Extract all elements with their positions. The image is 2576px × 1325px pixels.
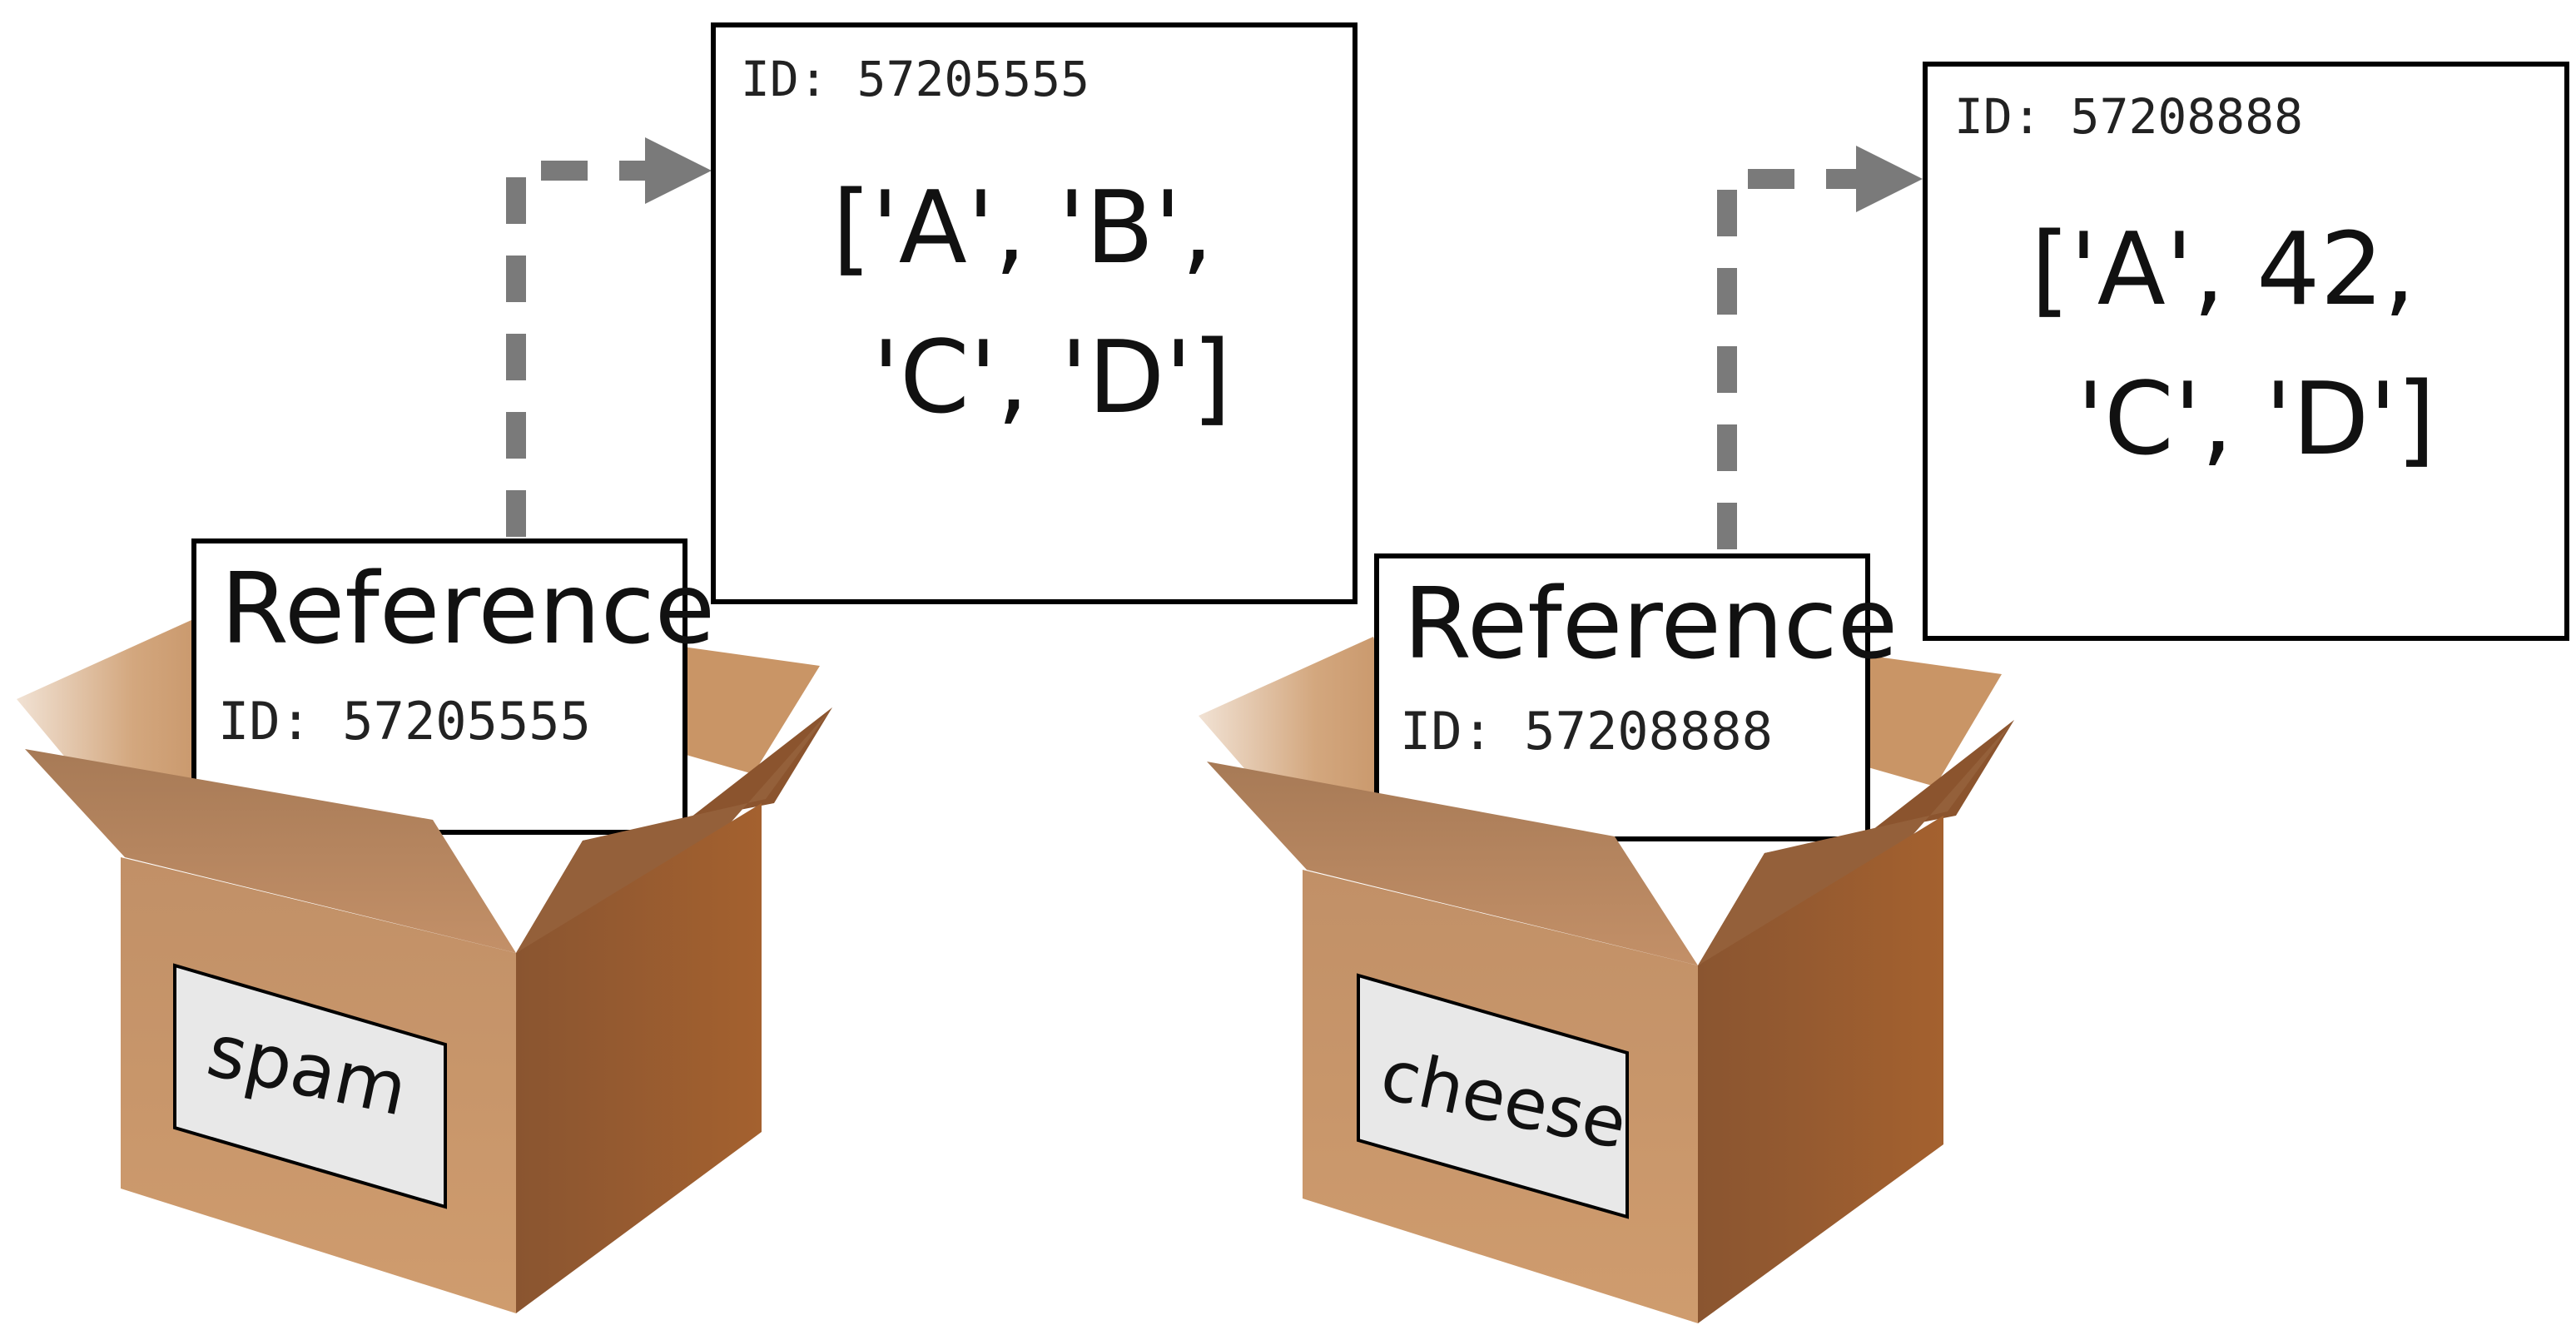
reference-arrow-spam [506,137,712,537]
box-spam: Reference ID: 57205555 spam [17,538,832,1313]
right-group: ID: 57208888 ['A', 42, 'C', 'D'] Referen… [1199,62,2569,1323]
object-value-line2-cheese: 'C', 'D'] [2077,362,2435,478]
object-id-spam: ID: 57205555 [741,51,1089,107]
box-label-card-spam [173,963,447,1209]
reference-arrow-cheese [1717,146,1923,549]
reference-id-cheese: ID: 57208888 [1400,701,1773,762]
object-panel-cheese: ID: 57208888 ['A', 42, 'C', 'D'] [1923,62,2569,641]
reference-id-spam: ID: 57205555 [218,691,591,752]
object-value-line1-spam: ['A', 'B', [832,171,1214,286]
reference-card-cheese: Reference ID: 57208888 [1374,553,1898,841]
reference-card-spam: Reference ID: 57205555 [191,538,715,835]
reference-title-spam: Reference [221,551,715,666]
box-label-card-cheese [1357,973,1629,1219]
object-value-line2-spam: 'C', 'D'] [872,320,1231,436]
object-value-line1-cheese: ['A', 42, [2031,212,2415,328]
object-id-cheese: ID: 57208888 [1954,88,2303,145]
box-cheese: Reference ID: 57208888 cheese [1199,553,2014,1323]
reference-title-cheese: Reference [1403,566,1898,681]
object-panel-spam: ID: 57205555 ['A', 'B', 'C', 'D'] [711,22,1357,604]
left-group: ID: 57205555 ['A', 'B', 'C', 'D'] Refere… [17,22,1357,1313]
